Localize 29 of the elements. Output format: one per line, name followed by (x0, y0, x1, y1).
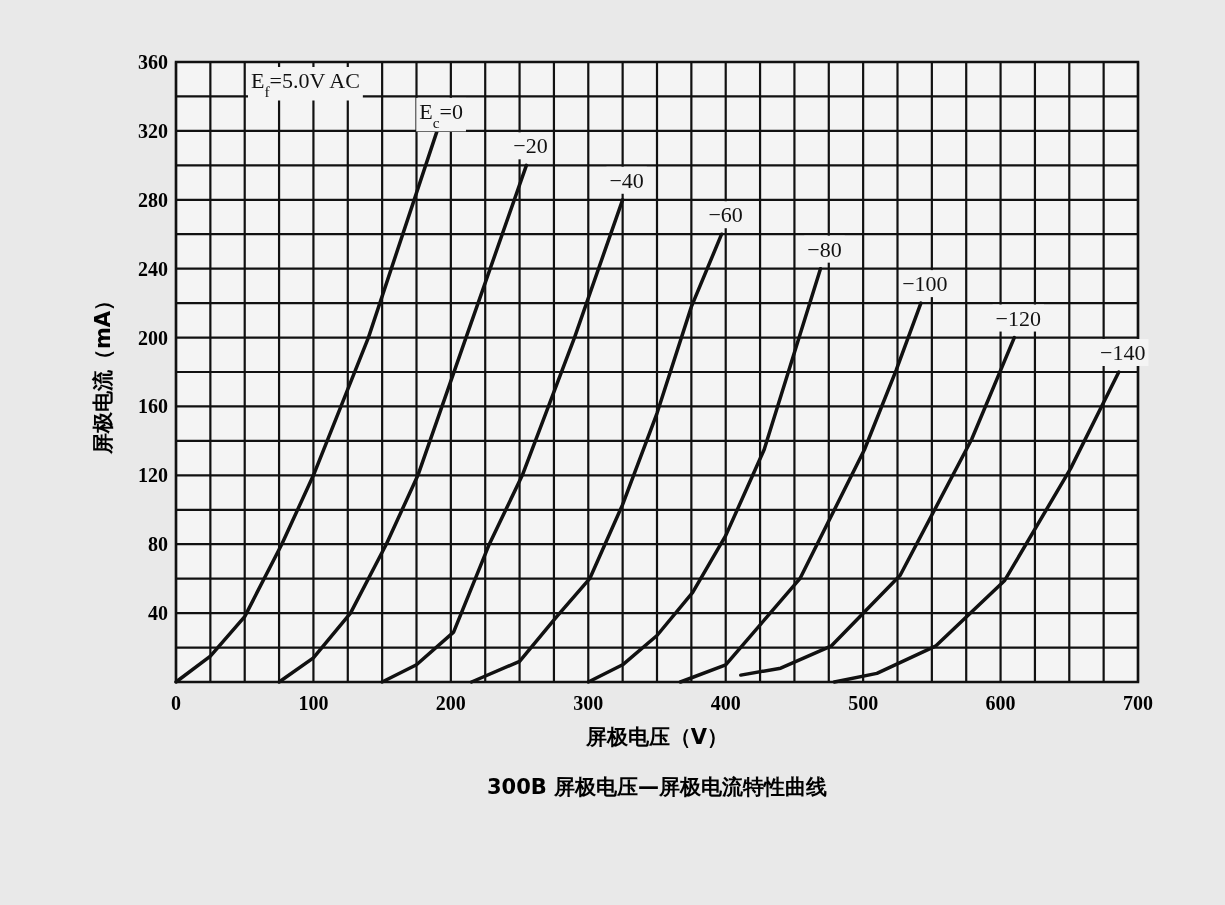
x-axis-title: 屏极电压（V） (584, 725, 729, 749)
series-label: −20 (513, 133, 548, 159)
series-label: −120 (995, 305, 1042, 331)
x-tick-label: 700 (1123, 692, 1153, 714)
series-label: −80 (807, 236, 842, 262)
y-tick-label: 40 (148, 602, 168, 625)
y-axis-title: 屏极电流（mA） (91, 289, 115, 456)
text: 300B 屏极电压—屏极电流特性曲线 (486, 775, 828, 799)
annotation: E$_{f}$=5.0V AC (251, 68, 360, 100)
x-tick-label: 400 (710, 692, 741, 714)
series-label: −40 (609, 167, 644, 193)
y-tick-label: 240 (138, 257, 168, 280)
x-tick-label: 200 (435, 692, 466, 714)
series-label: −60 (708, 202, 743, 228)
series-label: −140 (1100, 340, 1146, 365)
y-tick-label: 320 (138, 119, 168, 142)
x-tick-label: 300 (573, 692, 604, 714)
x-tick-label: 0 (171, 692, 181, 714)
y-tick-label: 200 (138, 326, 168, 349)
series-label: E$_{c}$=0 (419, 98, 463, 131)
x-tick-label: 100 (298, 692, 329, 714)
x-tick-label: 600 (985, 692, 1016, 714)
y-tick-label: 160 (138, 395, 168, 418)
x-tick-label: 500 (848, 692, 879, 714)
y-tick-label: 360 (138, 51, 168, 73)
y-tick-label: 80 (148, 533, 168, 556)
y-tick-label: 120 (138, 464, 168, 487)
y-tick-label: 280 (138, 188, 168, 211)
series-label: −100 (902, 271, 948, 297)
